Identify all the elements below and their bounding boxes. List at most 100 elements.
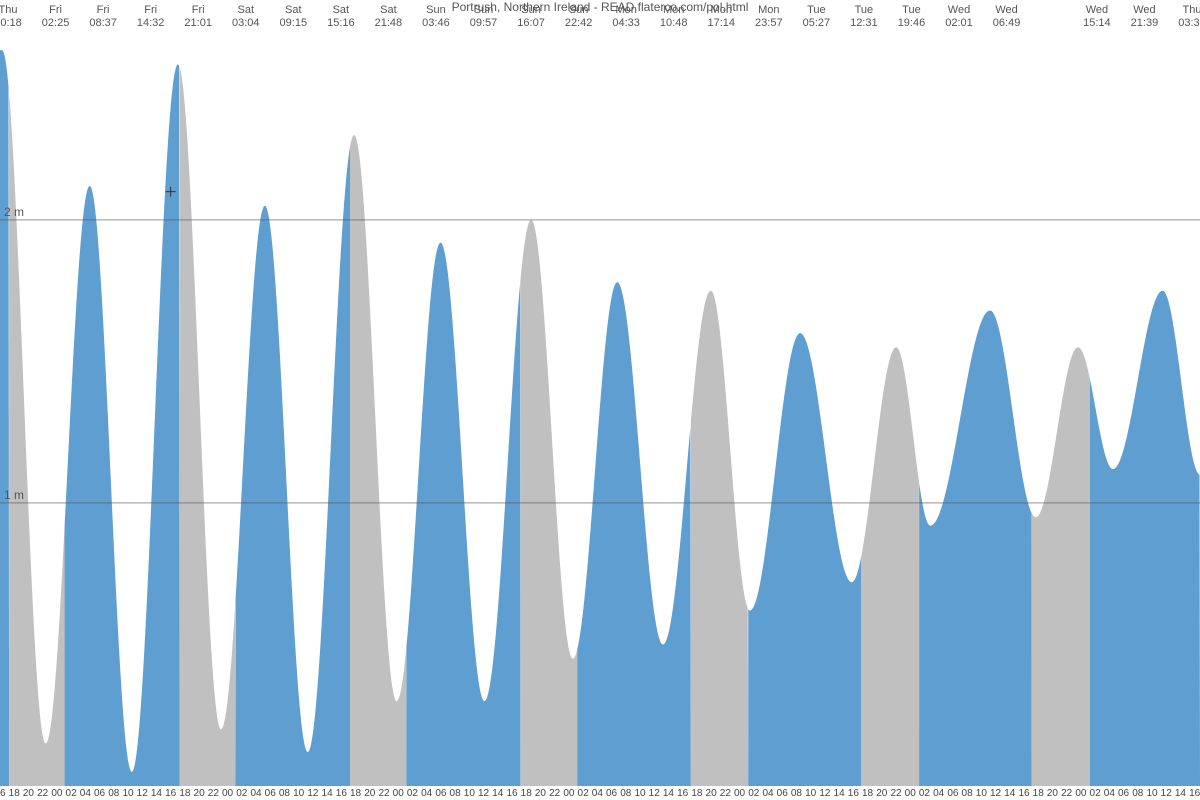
x-axis-hour-label: 18 (9, 788, 21, 799)
x-axis-hour-label: 10 (1146, 788, 1158, 799)
header-time: 03:04 (232, 17, 260, 29)
x-axis-hour-label: 18 (350, 788, 362, 799)
x-axis-hour-label: 06 (1118, 788, 1130, 799)
y-axis-label: 2 m (4, 205, 24, 219)
header-time: 20:18 (0, 17, 22, 29)
header-day: Sun (426, 4, 446, 16)
x-axis-hour-label: 14 (1175, 788, 1187, 799)
x-axis-hour-label: 10 (122, 788, 134, 799)
x-axis-hour-label: 00 (51, 788, 63, 799)
x-axis-hour-label: 22 (208, 788, 220, 799)
x-axis-hour-label: 12 (1161, 788, 1173, 799)
header-day: Mon (758, 4, 779, 16)
tide-chart-svg: 1 m 2 m Portrush, Northern Ireland - READ … (0, 0, 1200, 800)
x-axis-hour-label: 04 (421, 788, 433, 799)
header-time: 15:14 (1083, 17, 1111, 29)
x-axis-hour-label: 10 (464, 788, 476, 799)
x-axis-hour-label: 22 (1061, 788, 1073, 799)
x-axis-hour-label: 20 (535, 788, 547, 799)
x-axis-hour-label: 00 (393, 788, 405, 799)
header-day: Thu (1183, 4, 1200, 16)
x-axis-hour-label: 04 (1104, 788, 1116, 799)
header-time: 16:07 (517, 17, 545, 29)
x-axis-hour-label: 18 (1033, 788, 1045, 799)
x-axis-hour-label: 16 (848, 788, 860, 799)
x-axis-hour-label: 10 (976, 788, 988, 799)
header-day: Tue (855, 4, 874, 16)
x-axis-hour-label: 12 (137, 788, 149, 799)
x-axis-hour-label: 00 (734, 788, 746, 799)
x-axis-hour-label: 06 (94, 788, 106, 799)
header-time: 09:57 (470, 17, 498, 29)
header-time: 21:39 (1131, 17, 1159, 29)
x-axis-hour-label: 12 (819, 788, 831, 799)
x-axis-hour-label: 22 (37, 788, 49, 799)
x-axis-hour-label: 06 (265, 788, 277, 799)
x-axis-hour-label: 04 (933, 788, 945, 799)
x-axis-hour-label: 00 (222, 788, 234, 799)
header-day: Fri (144, 4, 157, 16)
header-time: 17:14 (707, 17, 735, 29)
x-axis-hour-label: 06 (947, 788, 959, 799)
header-time: 02:25 (42, 17, 70, 29)
header-day: Sat (333, 4, 350, 16)
header-time: 04:33 (612, 17, 640, 29)
header-day: Sun (521, 4, 541, 16)
header-time: 19:46 (898, 17, 926, 29)
x-axis-hour-label: 10 (293, 788, 305, 799)
x-axis-hour-label: 22 (549, 788, 561, 799)
header-time: 15:16 (327, 17, 355, 29)
chart-title: Portrush, Northern Ireland - READ flater… (452, 0, 749, 14)
header-day: Sun (474, 4, 494, 16)
header-day: Sat (285, 4, 302, 16)
x-axis-hour-label: 02 (578, 788, 590, 799)
header-time: 02:01 (945, 17, 973, 29)
header-time: 10:48 (660, 17, 688, 29)
x-axis-hour-label: 02 (748, 788, 760, 799)
x-axis-hour-label: 16 (165, 788, 177, 799)
x-axis-hour-label: 04 (250, 788, 262, 799)
x-axis-hour-label: 18 (179, 788, 191, 799)
x-axis-hour-label: 08 (108, 788, 120, 799)
header-time: 06:49 (993, 17, 1021, 29)
x-axis-hour-label: 06 (777, 788, 789, 799)
header-time: 21:48 (375, 17, 403, 29)
y-axis-label: 1 m (4, 488, 24, 502)
x-axis-hour-label: 06 (435, 788, 447, 799)
header-day: Sat (380, 4, 397, 16)
header-day: Mon (663, 4, 684, 16)
x-axis-hour-label: 20 (23, 788, 35, 799)
x-axis-hour-label: 16 (1189, 788, 1200, 799)
tide-area-day (0, 50, 9, 786)
x-axis-hour-label: 00 (1075, 788, 1087, 799)
x-axis-hour-label: 02 (66, 788, 78, 799)
header-time: 09:15 (280, 17, 308, 29)
header-time: 21:01 (184, 17, 212, 29)
x-axis-hour-label: 14 (834, 788, 846, 799)
x-axis-hour-label: 20 (706, 788, 718, 799)
x-axis-hour-label: 18 (862, 788, 874, 799)
x-axis-hour-label: 04 (762, 788, 774, 799)
header-day: Tue (807, 4, 826, 16)
x-axis-hour-label: 08 (962, 788, 974, 799)
x-axis-hour-label: 10 (634, 788, 646, 799)
x-axis-hour-label: 20 (364, 788, 376, 799)
x-axis-hour-label: 18 (691, 788, 703, 799)
x-axis-hour-label: 04 (80, 788, 92, 799)
x-axis-hour-label: 08 (1132, 788, 1144, 799)
x-axis-hour-label: 22 (890, 788, 902, 799)
header-day: Fri (97, 4, 110, 16)
header-day: Thu (0, 4, 17, 16)
header-day: Sat (237, 4, 254, 16)
x-axis-hour-label: 12 (649, 788, 661, 799)
x-axis-hour-label: 16 (336, 788, 348, 799)
x-axis-hour-label: 14 (663, 788, 675, 799)
tide-chart: 1 m 2 m Portrush, Northern Ireland - READ … (0, 0, 1200, 800)
x-axis-hour-label: 08 (279, 788, 291, 799)
x-axis-hour-label: 12 (478, 788, 490, 799)
x-axis-hour-label: 04 (592, 788, 604, 799)
x-axis-hour-label: 08 (620, 788, 632, 799)
header-day: Wed (948, 4, 970, 16)
x-axis-hour-label: 20 (194, 788, 206, 799)
header-time: 05:27 (803, 17, 831, 29)
